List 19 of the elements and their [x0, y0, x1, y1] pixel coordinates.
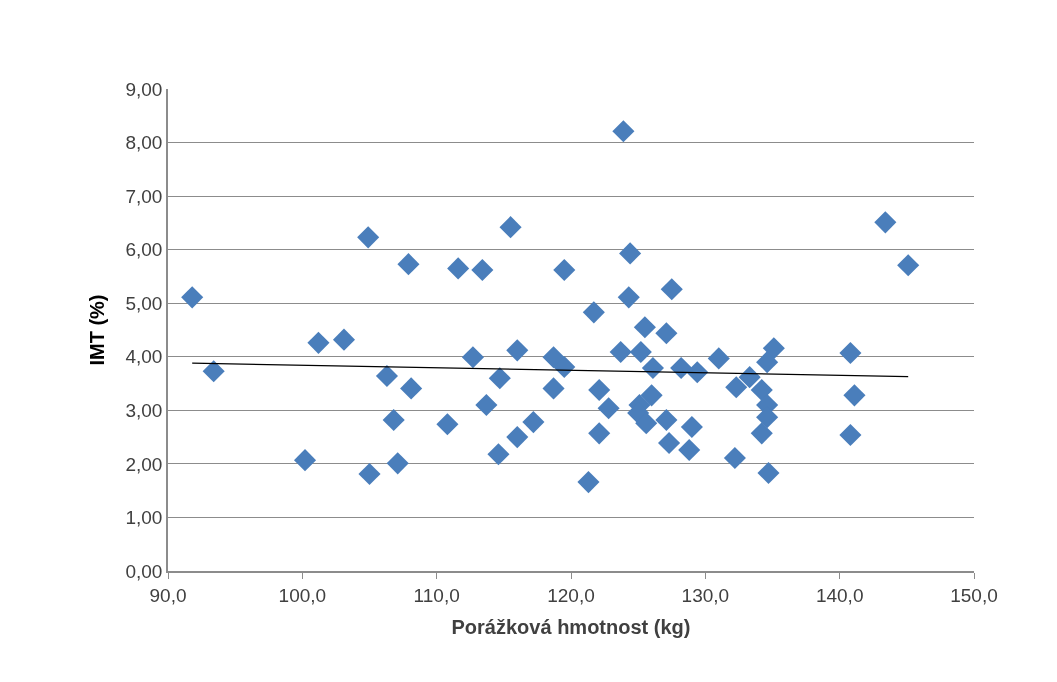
y-tick-label: 0,00: [125, 560, 163, 582]
x-tick-label: 120,0: [547, 584, 595, 606]
y-tick-label: 1,00: [125, 507, 163, 529]
y-tick-label: 9,00: [125, 78, 163, 100]
x-tick-label: 110,0: [413, 584, 460, 606]
y-tick-label: 8,00: [125, 132, 163, 154]
x-tick-label: 100,0: [278, 584, 327, 606]
x-tick-label: 130,0: [681, 584, 730, 606]
y-tick-label: 5,00: [125, 292, 163, 314]
x-tick-label: 140,0: [815, 584, 864, 606]
x-tick-label: 90,0: [149, 584, 187, 606]
y-tick-label: 4,00: [125, 346, 163, 368]
y-tick-label: 7,00: [125, 185, 163, 207]
x-axis-title: Porážková hmotnost (kg): [451, 615, 691, 638]
y-axis-title: IMT (%): [86, 294, 109, 366]
y-tick-label: 6,00: [125, 239, 163, 261]
y-tick-label: 2,00: [125, 453, 163, 475]
y-tick-label: 3,00: [125, 399, 163, 421]
x-tick-label: 150,0: [950, 584, 998, 606]
